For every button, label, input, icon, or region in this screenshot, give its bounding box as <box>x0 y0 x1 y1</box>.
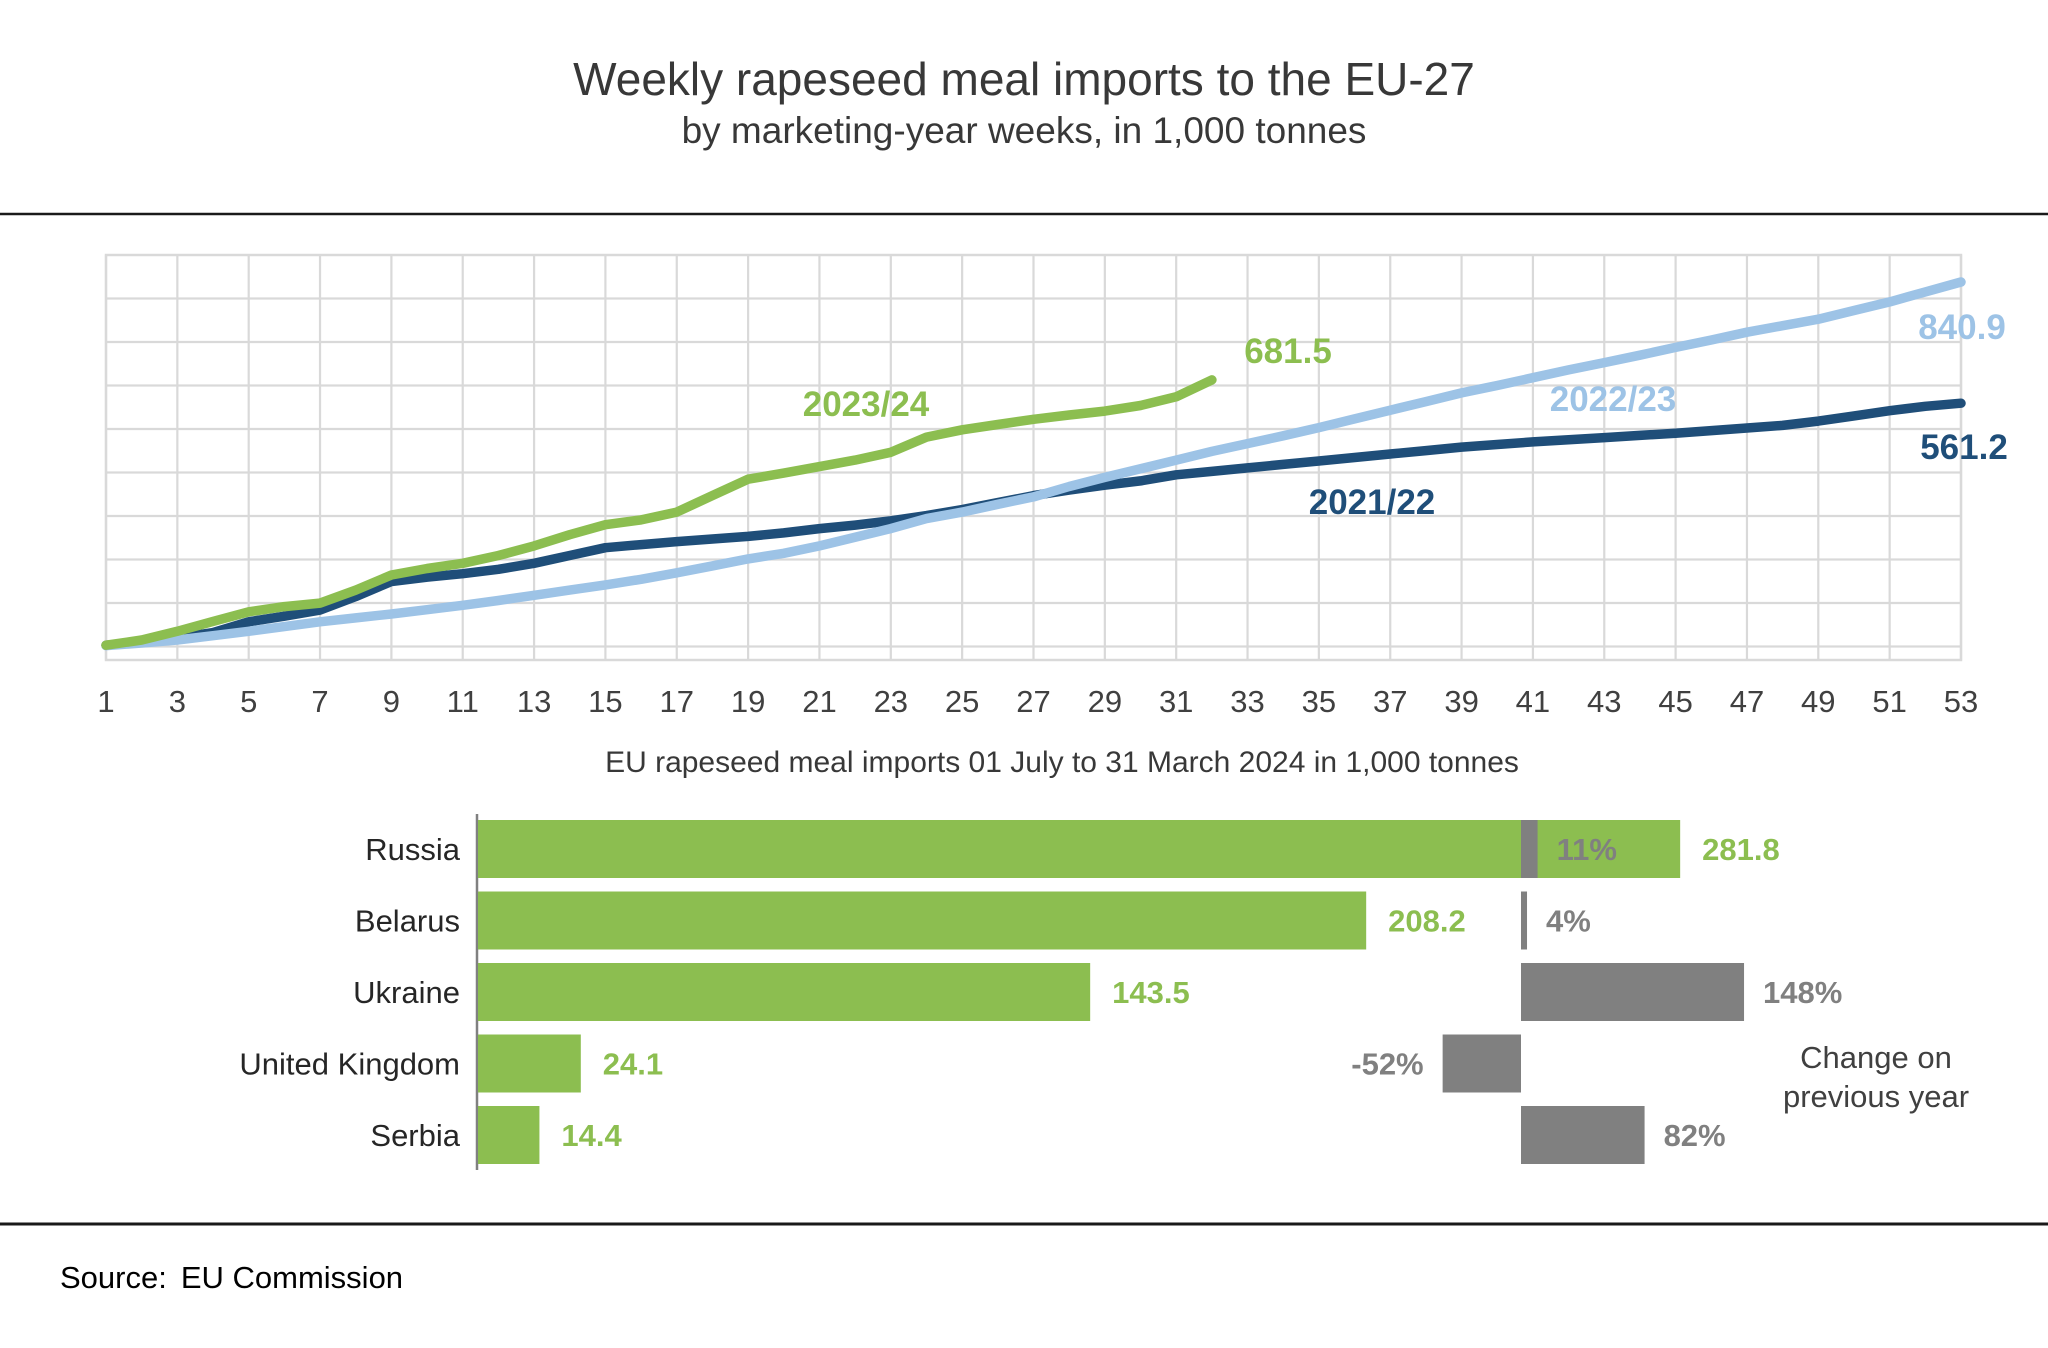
series-line-2022/23 <box>101 277 1966 651</box>
x-tick-label: 29 <box>1088 684 1122 719</box>
x-tick-label: 5 <box>240 684 257 719</box>
change-label: 148% <box>1763 975 1842 1010</box>
x-tick-label: 41 <box>1516 684 1550 719</box>
series-label-2022/23: 2022/23 <box>1550 380 1677 419</box>
x-tick-label: 53 <box>1944 684 1978 719</box>
value-bar-United Kingdom <box>478 1034 581 1093</box>
x-tick-label: 27 <box>1016 684 1050 719</box>
x-tick-label: 3 <box>169 684 186 719</box>
bar-category-label: Ukraine <box>353 975 460 1010</box>
x-tick-label: 43 <box>1587 684 1621 719</box>
bar-category-label: Belarus <box>355 904 460 939</box>
change-bar-Russia <box>1521 820 1538 878</box>
x-tick-label: 33 <box>1230 684 1264 719</box>
x-tick-label: 13 <box>517 684 551 719</box>
x-tick-label: 9 <box>383 684 400 719</box>
change-note-line1: Change on <box>1800 1040 1952 1075</box>
x-tick-label: 39 <box>1444 684 1478 719</box>
bar-value-label: 24.1 <box>603 1047 663 1082</box>
series-end-value-2023/24: 681.5 <box>1244 332 1332 371</box>
series-end-value-2022/23: 840.9 <box>1918 308 2006 347</box>
series-line-2023/24 <box>101 375 1217 650</box>
change-note-line2: previous year <box>1783 1079 1969 1114</box>
x-tick-label: 11 <box>447 684 479 719</box>
series-label-2023/24: 2023/24 <box>803 385 930 424</box>
source-note: Source: EU Commission <box>60 1260 403 1295</box>
change-bar-Belarus <box>1521 891 1528 950</box>
bar-chart-title: EU rapeseed meal imports 01 July to 31 M… <box>605 746 1519 779</box>
x-tick-label: 23 <box>874 684 908 719</box>
plot-border <box>104 253 1963 662</box>
x-tick-label: 45 <box>1658 684 1692 719</box>
source-value: EU Commission <box>181 1260 403 1295</box>
plot-grid <box>104 255 1963 660</box>
value-bar-Serbia <box>478 1106 540 1164</box>
x-tick-label: 17 <box>660 684 694 719</box>
change-label: 82% <box>1664 1118 1726 1153</box>
x-tick-label: 7 <box>311 684 328 719</box>
x-tick-label: 37 <box>1373 684 1407 719</box>
page-subtitle: by marketing-year weeks, in 1,000 tonnes <box>682 110 1367 151</box>
value-bar-Belarus <box>478 891 1367 950</box>
x-tick-label: 1 <box>97 684 114 719</box>
x-tick-label: 19 <box>731 684 765 719</box>
page-title: Weekly rapeseed meal imports to the EU-2… <box>573 53 1475 105</box>
bar-category-label: United Kingdom <box>239 1047 460 1082</box>
x-tick-label: 31 <box>1159 684 1193 719</box>
change-label: 4% <box>1546 904 1591 939</box>
bar-chart: Russia 281.8 11% Belarus 208.2 4% Ukraine 143.5… <box>239 814 1842 1170</box>
change-label: -52% <box>1351 1047 1423 1082</box>
x-tick-label: 47 <box>1730 684 1764 719</box>
series-label-2021/22: 2021/22 <box>1309 483 1436 522</box>
x-tick-label: 49 <box>1801 684 1835 719</box>
x-tick-label: 21 <box>802 684 836 719</box>
change-bar-United Kingdom <box>1442 1034 1521 1093</box>
x-tick-label: 35 <box>1302 684 1336 719</box>
bar-category-label: Serbia <box>370 1118 460 1153</box>
change-bar-Serbia <box>1521 1106 1645 1164</box>
bar-value-label: 143.5 <box>1112 975 1190 1010</box>
change-bar-Ukraine <box>1521 963 1745 1021</box>
x-tick-label: 15 <box>588 684 622 719</box>
bar-value-label: 281.8 <box>1702 832 1780 867</box>
source-label: Source: <box>60 1260 167 1295</box>
bar-value-label: 208.2 <box>1388 904 1466 939</box>
x-tick-label: 51 <box>1872 684 1906 719</box>
bar-category-label: Russia <box>365 832 461 867</box>
series-end-value-2021/22: 561.2 <box>1920 428 2008 467</box>
change-label: 11% <box>1557 832 1617 867</box>
bar-value-label: 14.4 <box>561 1118 622 1153</box>
value-bar-Russia <box>478 820 1681 878</box>
x-tick-label: 25 <box>945 684 979 719</box>
value-bar-Ukraine <box>478 963 1091 1021</box>
